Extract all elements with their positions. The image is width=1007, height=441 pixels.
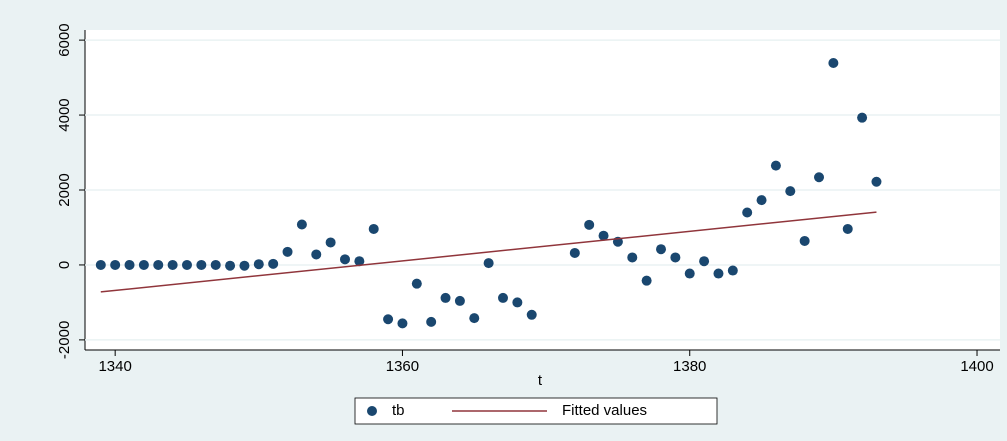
point [454,295,465,306]
point [253,259,264,270]
point [727,265,738,276]
x-tick-label: 1360 [386,358,419,375]
point [569,247,580,258]
point [225,260,236,271]
point [440,292,451,303]
point [526,309,537,320]
point [383,314,394,325]
point [584,219,595,230]
point [368,223,379,234]
y-tick-label: -2000 [56,321,73,359]
point [426,316,437,327]
point [756,195,767,206]
point [871,176,882,187]
point [770,160,781,171]
point [239,260,250,271]
point [95,259,106,270]
point [210,259,221,270]
point [282,246,293,257]
y-tick-label: 0 [56,261,73,269]
point [296,219,307,230]
point [483,258,494,269]
point [742,207,753,218]
point [354,256,365,267]
point [842,223,853,234]
point [411,278,422,289]
point [828,57,839,68]
point [124,259,135,270]
point [110,259,121,270]
point [713,268,724,279]
legend-label: Fitted values [562,402,647,419]
point [699,256,710,267]
point [627,252,638,263]
point [325,237,336,248]
point [153,259,164,270]
y-tick-label: 6000 [56,23,73,56]
point [684,268,695,279]
point [196,259,207,270]
point [598,230,609,241]
point [268,258,279,269]
point [814,172,825,183]
point [497,292,508,303]
point [469,313,480,324]
point [656,244,667,255]
point [512,297,523,308]
x-tick-label: 1340 [98,358,131,375]
legend-symbol [367,406,377,416]
point [138,259,149,270]
fitted-line [100,211,877,293]
point [641,275,652,286]
y-tick-label: 2000 [56,173,73,206]
point [785,186,796,197]
legend-label: tb [392,402,405,419]
point [670,252,681,263]
point [397,318,408,329]
point [181,259,192,270]
y-tick-label: 4000 [56,98,73,131]
x-tick-label: 1380 [673,358,706,375]
point [167,259,178,270]
point [799,235,810,246]
point [311,249,322,260]
x-tick-label: 1400 [960,358,993,375]
x-axis-title: t [538,372,543,389]
point [339,254,350,265]
point [857,112,868,123]
